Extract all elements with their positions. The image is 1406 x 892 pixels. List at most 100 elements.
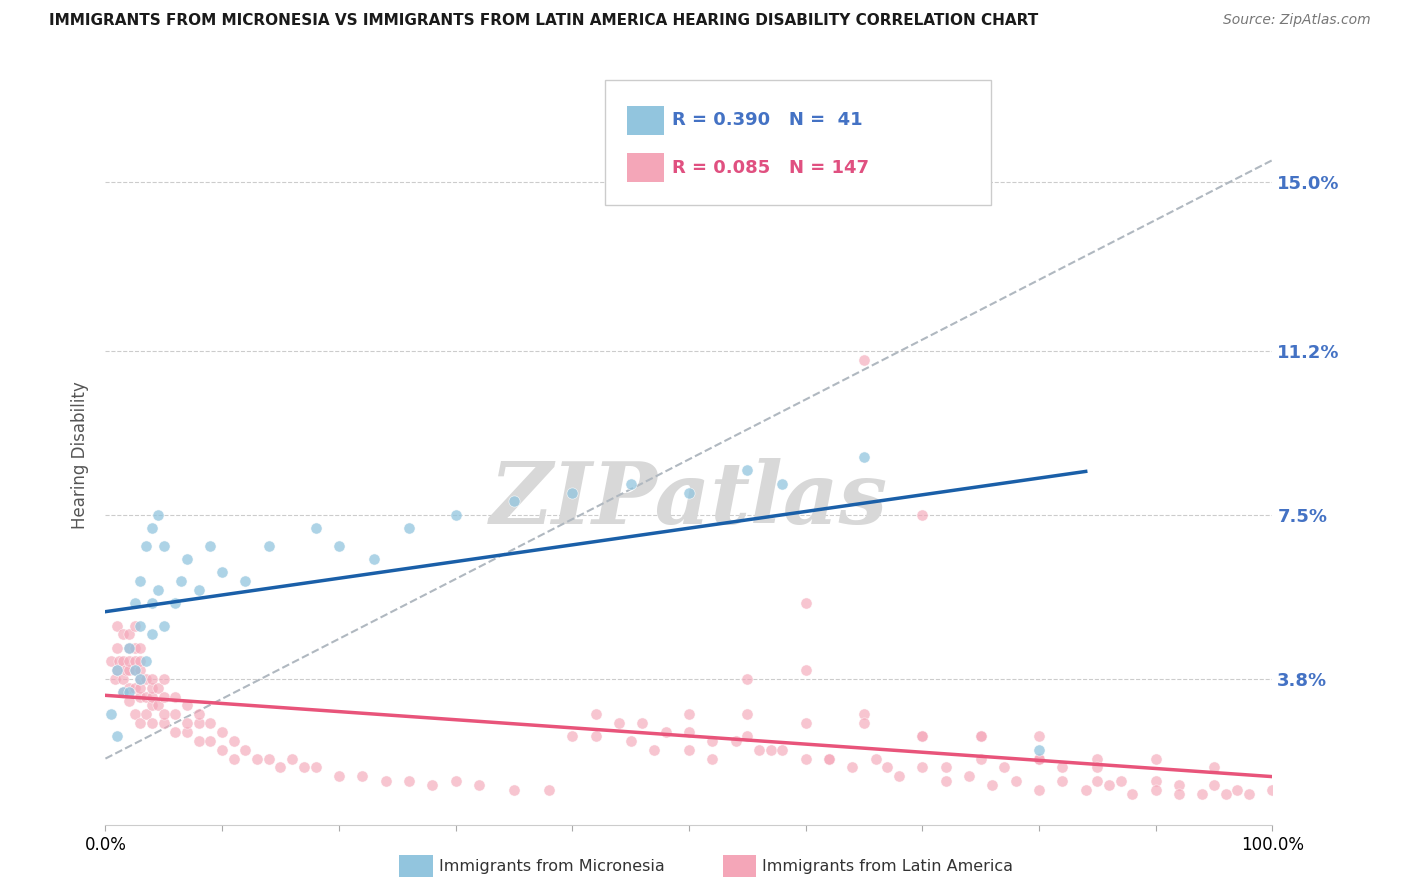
Point xyxy=(124,681,146,695)
Point xyxy=(118,681,141,695)
Point xyxy=(141,596,163,610)
Point xyxy=(1144,782,1167,797)
Point xyxy=(1098,778,1121,792)
Point xyxy=(1168,787,1191,801)
Point xyxy=(328,769,350,783)
Point xyxy=(281,751,304,765)
Text: Immigrants from Micronesia: Immigrants from Micronesia xyxy=(439,859,665,873)
Point xyxy=(420,778,443,792)
Point xyxy=(111,627,134,641)
Point xyxy=(1087,751,1109,765)
Point xyxy=(841,760,863,774)
Point xyxy=(398,773,420,788)
Point xyxy=(187,716,209,731)
Point xyxy=(135,707,157,722)
Point xyxy=(129,618,152,632)
Point xyxy=(211,725,233,739)
Point xyxy=(1028,751,1050,765)
Point xyxy=(257,751,280,765)
Point xyxy=(246,751,269,765)
Point xyxy=(135,690,157,704)
Point xyxy=(737,707,759,722)
Point xyxy=(724,734,747,748)
Point xyxy=(111,654,134,668)
Point xyxy=(620,734,643,748)
Point xyxy=(865,751,887,765)
Point xyxy=(105,640,128,655)
Text: ZIPatlas: ZIPatlas xyxy=(489,458,889,541)
Text: R = 0.085   N = 147: R = 0.085 N = 147 xyxy=(672,159,869,177)
Point xyxy=(770,476,793,491)
Point xyxy=(153,618,174,632)
Point xyxy=(129,663,152,677)
Point xyxy=(165,707,187,722)
Point xyxy=(794,751,817,765)
Point xyxy=(794,716,817,731)
Point xyxy=(211,566,233,580)
Point xyxy=(398,521,420,535)
Point xyxy=(118,663,141,677)
Point xyxy=(935,773,957,788)
Point xyxy=(124,707,146,722)
Point xyxy=(1121,787,1143,801)
Point xyxy=(957,769,980,783)
Point xyxy=(702,751,724,765)
Point xyxy=(1028,743,1050,757)
Point xyxy=(222,751,245,765)
Point xyxy=(678,743,700,757)
Point xyxy=(118,654,141,668)
Point xyxy=(100,707,122,722)
Point xyxy=(737,463,759,477)
Point xyxy=(444,773,467,788)
Point xyxy=(1004,773,1026,788)
Point xyxy=(129,681,152,695)
Point xyxy=(911,730,934,744)
Point xyxy=(643,743,665,757)
Point xyxy=(146,698,169,713)
Point xyxy=(165,725,187,739)
Point xyxy=(702,734,724,748)
Point xyxy=(352,769,374,783)
Point xyxy=(1028,782,1050,797)
Point xyxy=(270,760,292,774)
Point xyxy=(135,654,157,668)
Point xyxy=(124,663,146,677)
Point xyxy=(118,685,141,699)
Point xyxy=(200,734,222,748)
Point xyxy=(1215,787,1237,801)
Point xyxy=(129,716,152,731)
Point xyxy=(129,574,152,589)
Point xyxy=(124,640,146,655)
Point xyxy=(100,654,122,668)
Text: Source: ZipAtlas.com: Source: ZipAtlas.com xyxy=(1223,13,1371,28)
Point xyxy=(585,730,607,744)
Point xyxy=(1087,760,1109,774)
Point xyxy=(141,690,163,704)
Point xyxy=(585,707,607,722)
Point xyxy=(818,751,841,765)
Point xyxy=(970,730,993,744)
Point xyxy=(124,654,146,668)
Point xyxy=(176,716,198,731)
Point xyxy=(187,707,209,722)
Point xyxy=(631,716,654,731)
Point xyxy=(561,485,583,500)
Point xyxy=(1237,787,1260,801)
Point xyxy=(105,663,128,677)
Point xyxy=(176,552,198,566)
Point xyxy=(363,552,385,566)
Point xyxy=(115,663,138,677)
Point xyxy=(176,725,198,739)
Point xyxy=(176,698,198,713)
Point xyxy=(129,654,152,668)
Point xyxy=(1226,782,1249,797)
Point xyxy=(235,743,257,757)
Text: Immigrants from Latin America: Immigrants from Latin America xyxy=(762,859,1014,873)
Point xyxy=(211,743,233,757)
Point xyxy=(146,583,169,598)
Point xyxy=(911,508,934,522)
Point xyxy=(111,672,134,686)
Point xyxy=(141,672,163,686)
Point xyxy=(748,743,770,757)
Point xyxy=(124,596,146,610)
